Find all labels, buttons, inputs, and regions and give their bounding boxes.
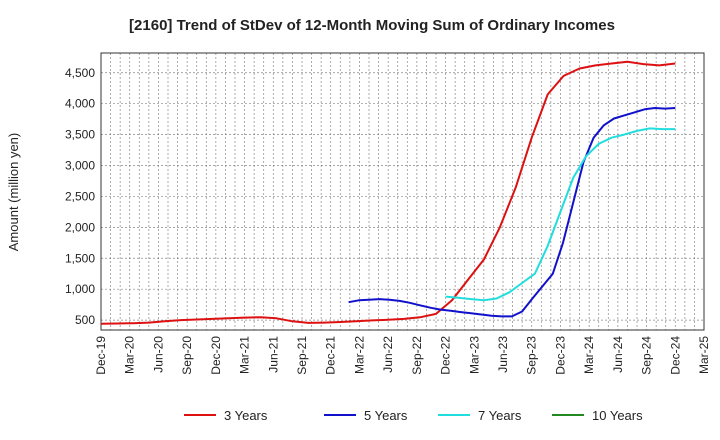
y-tick-label: 1,000: [65, 282, 95, 296]
x-tick-label: Dec-23: [553, 336, 567, 375]
x-tick-label: Sep-22: [410, 336, 424, 375]
legend-label: 10 Years: [592, 408, 643, 423]
x-tick-label: Jun-20: [151, 336, 165, 373]
x-tick-label: Mar-25: [697, 336, 711, 374]
series-line-7-years: [445, 127, 676, 302]
x-tick-label: Sep-24: [640, 336, 654, 375]
y-tick-label: 4,000: [65, 97, 95, 111]
x-tick-label: Mar-23: [467, 336, 481, 374]
y-tick-label: 3,500: [65, 128, 95, 142]
x-tick-label: Mar-20: [123, 336, 137, 374]
x-tick-label: Jun-24: [611, 336, 625, 373]
y-tick-label: 2,500: [65, 189, 95, 203]
x-tick-label: Jun-23: [496, 336, 510, 373]
x-tick-label: Sep-20: [180, 336, 194, 375]
legend-label: 5 Years: [364, 408, 408, 423]
x-tick-label: Dec-21: [324, 336, 338, 375]
plot-area: 500 1,000 1,500 2,000 2,500 3,000 3,500 4,000 4,…: [65, 52, 711, 375]
x-tick-label: Mar-22: [352, 336, 366, 374]
y-tick-label: 1,500: [65, 251, 95, 265]
x-tick-label: Jun-22: [381, 336, 395, 373]
legend-label: 3 Years: [224, 408, 268, 423]
series-line-5-years: [348, 107, 676, 318]
plot-frame: [100, 52, 705, 331]
x-tick-label: Dec-22: [439, 336, 453, 375]
y-tick-label: 3,000: [65, 159, 95, 173]
x-tick-label: Jun-21: [266, 336, 280, 373]
y-tick-label: 500: [75, 313, 95, 327]
x-tick-label: Dec-19: [94, 336, 108, 375]
legend: 3 Years 5 Years 7 Years 10 Years: [184, 408, 643, 423]
y-tick-label: 2,000: [65, 220, 95, 234]
series-line-3-years: [100, 60, 676, 325]
y-tick-label: 4,500: [65, 66, 95, 80]
chart-title: [2160] Trend of StDev of 12-Month Moving…: [129, 17, 615, 34]
x-tick-label: Dec-24: [668, 336, 682, 375]
x-tick-label: Sep-23: [525, 336, 539, 375]
x-tick-label: Mar-21: [238, 336, 252, 374]
x-tick-label: Mar-24: [582, 336, 596, 374]
x-tick-label: Dec-20: [209, 336, 223, 375]
y-axis-label: Amount (million yen): [6, 133, 21, 252]
x-tick-label: Sep-21: [295, 336, 309, 375]
legend-label: 7 Years: [478, 408, 522, 423]
